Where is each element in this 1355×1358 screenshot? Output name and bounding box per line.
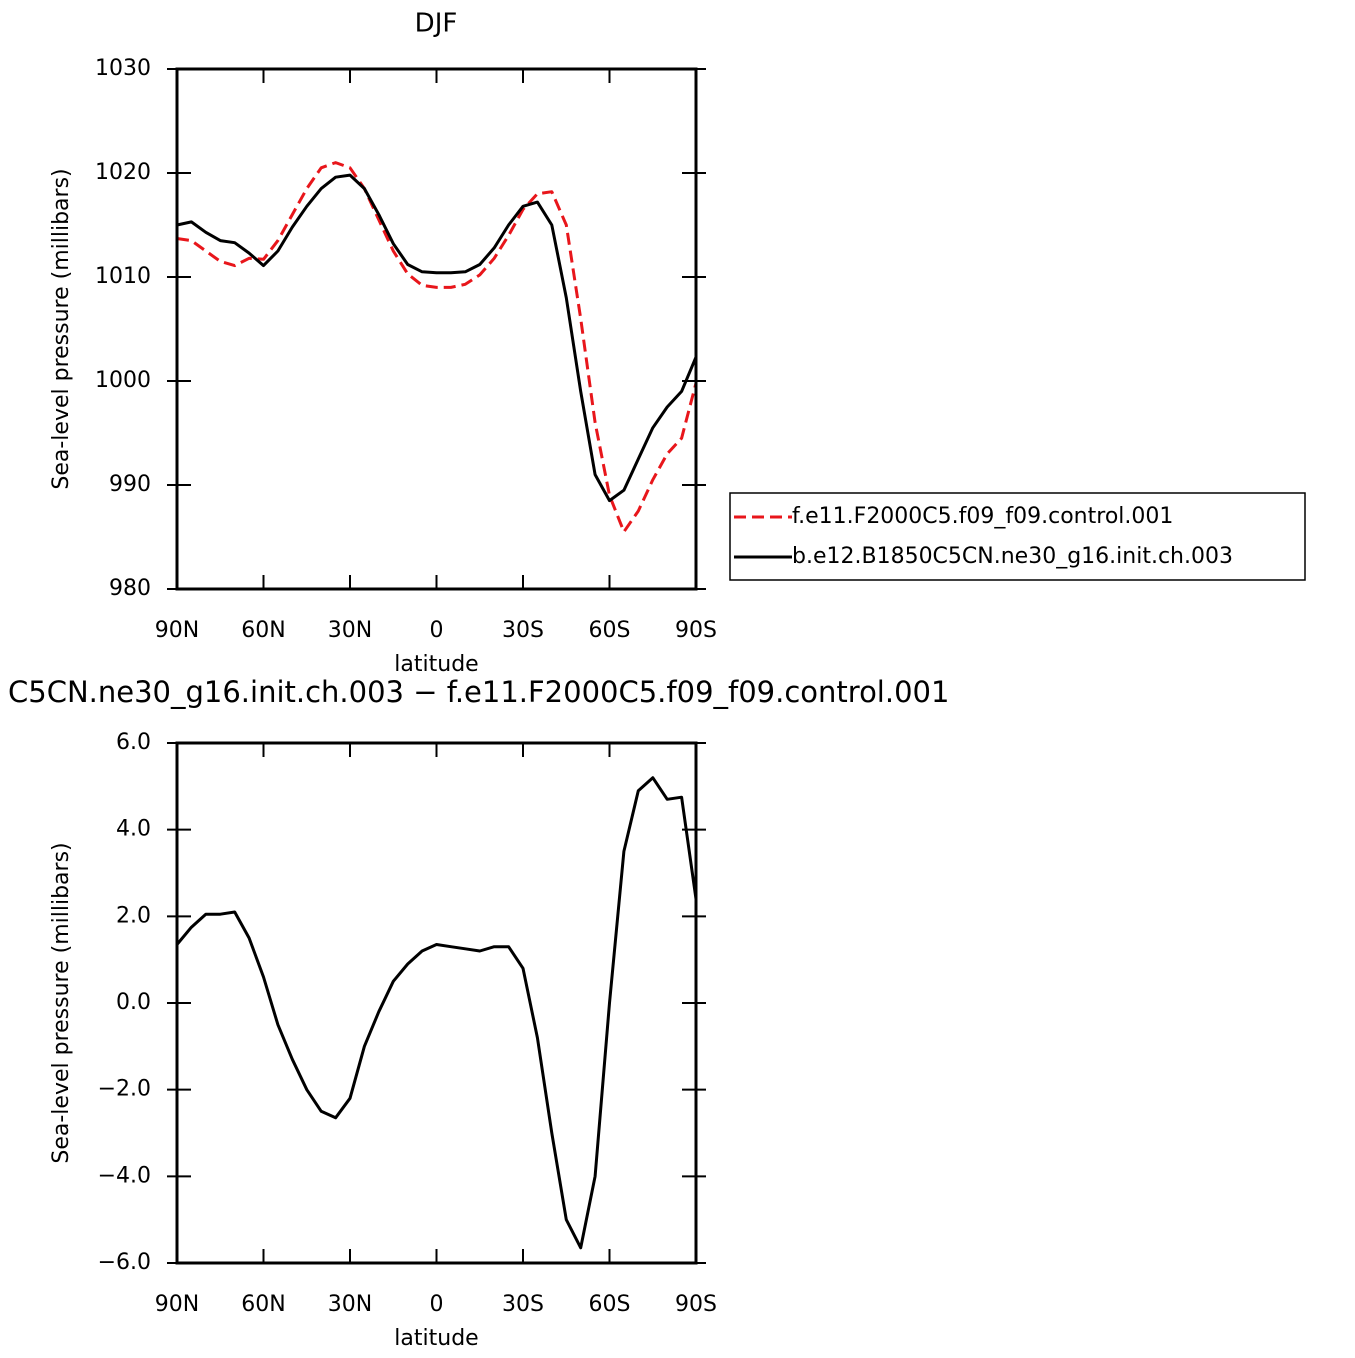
legend-label: b.e12.B1850C5CN.ne30_g16.init.ch.003 [792, 544, 1233, 569]
x-tick-label: 90N [155, 1292, 199, 1317]
x-tick-label: 90N [155, 618, 199, 643]
y-tick-label: 1010 [95, 264, 151, 289]
data-line [176, 173, 698, 503]
x-tick-label: 60N [241, 618, 285, 643]
y-axis-label: Sea-level pressure (millibars) [49, 168, 74, 489]
x-tick-label: 30S [502, 618, 544, 643]
y-tick-label: 980 [109, 576, 151, 601]
legend-label: f.e11.F2000C5.f09_f09.control.001 [792, 504, 1173, 529]
legend-box [729, 492, 1306, 581]
x-tick-label: 90S [675, 618, 717, 643]
x-tick-label: 30S [502, 1292, 544, 1317]
y-tick-label: 0.0 [116, 990, 151, 1015]
data-line [176, 161, 698, 534]
y-tick-label: 1020 [95, 160, 151, 185]
x-tick-label: 0 [430, 618, 444, 643]
y-tick-label: 1030 [95, 56, 151, 81]
y-tick-label: 6.0 [116, 730, 151, 755]
y-tick-label: −4.0 [98, 1163, 151, 1188]
x-axis-label: latitude [394, 652, 478, 677]
x-tick-label: 60S [589, 1292, 631, 1317]
y-tick-label: 4.0 [116, 817, 151, 842]
x-tick-label: 0 [430, 1292, 444, 1317]
x-tick-label: 30N [328, 1292, 372, 1317]
x-tick-label: 60N [241, 1292, 285, 1317]
y-tick-label: 2.0 [116, 903, 151, 928]
chart-title: DJF [415, 9, 458, 39]
y-tick-label: −6.0 [98, 1250, 151, 1275]
y-tick-label: 990 [109, 472, 151, 497]
plot-frame [175, 741, 698, 1265]
x-tick-label: 90S [675, 1292, 717, 1317]
y-tick-label: −2.0 [98, 1077, 151, 1102]
x-axis-label: latitude [394, 1326, 478, 1351]
y-tick-label: 1000 [95, 368, 151, 393]
x-tick-label: 60S [589, 618, 631, 643]
y-axis-label: Sea-level pressure (millibars) [49, 842, 74, 1163]
x-tick-label: 30N [328, 618, 372, 643]
chart-title: C5CN.ne30_g16.init.ch.003 − f.e11.F2000C… [8, 675, 949, 709]
plot-frame [175, 67, 698, 591]
data-line [175, 776, 698, 1250]
